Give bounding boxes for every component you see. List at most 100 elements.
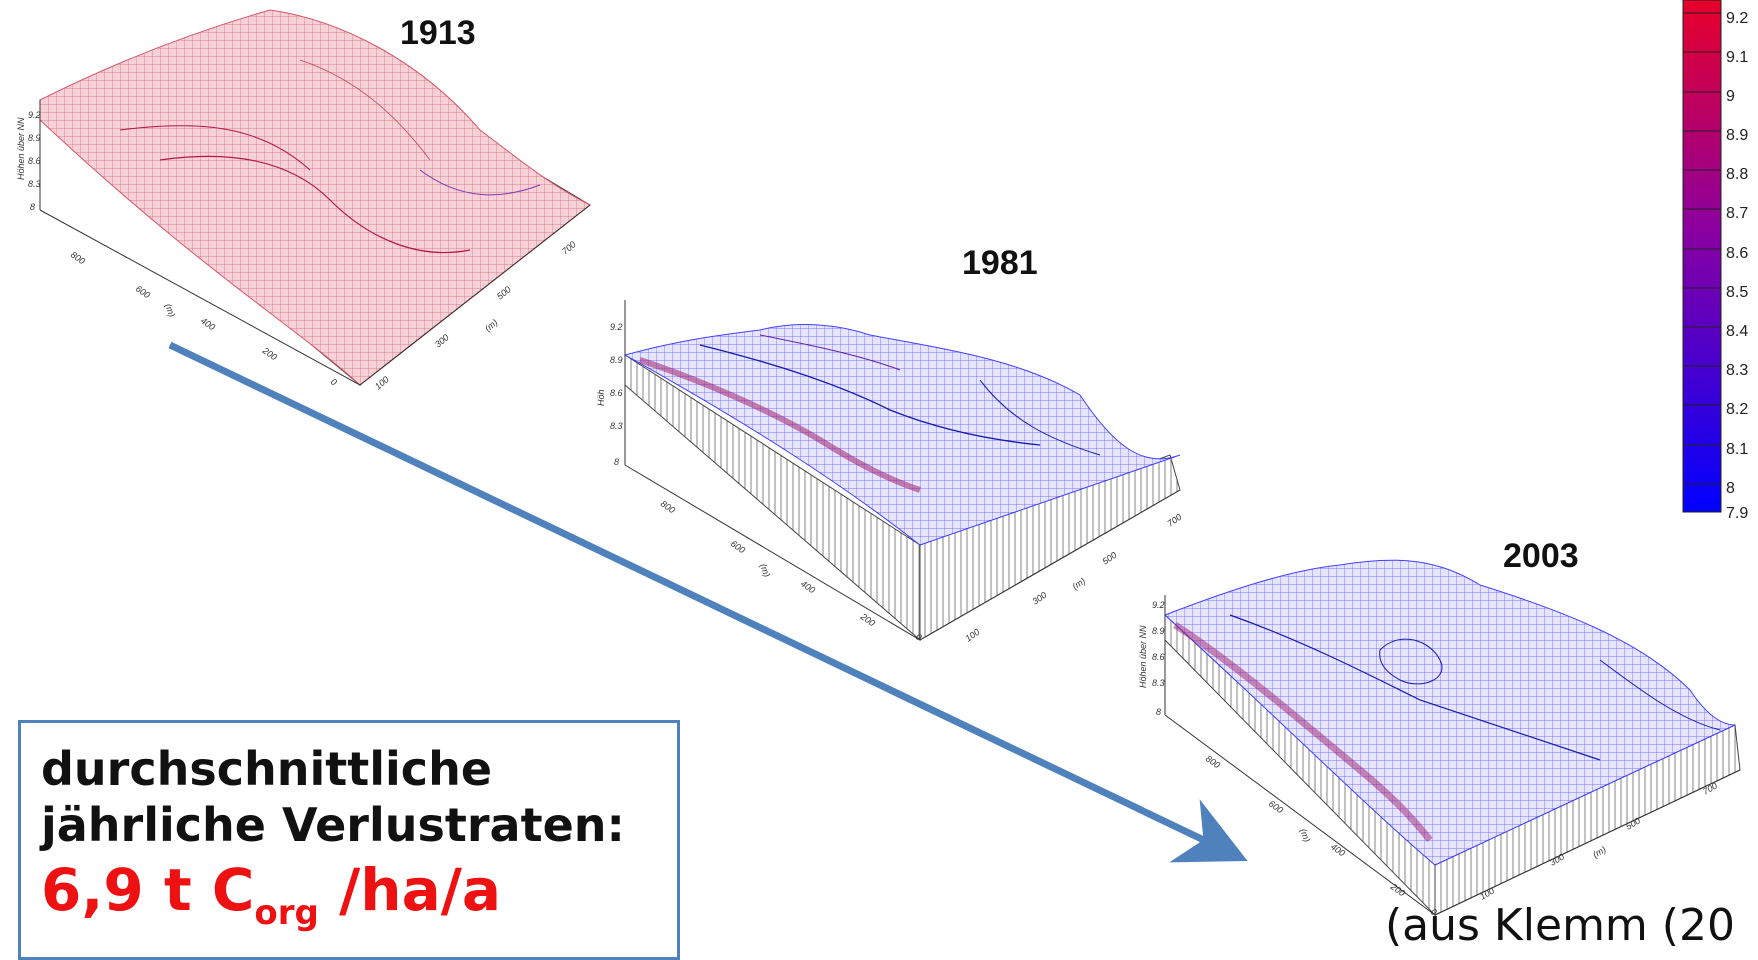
- year-label-2003: 2003: [1503, 537, 1579, 575]
- z-tick: 8.6: [28, 156, 41, 166]
- legend-value: 8.7: [1726, 205, 1749, 222]
- terrain-contour: [419, 169, 541, 196]
- x-tick: 200: [858, 611, 877, 628]
- terrain-map-1913: Höhen über NN 9.2 8.9 8.6 8.3 8 800 600 …: [16, 9, 591, 392]
- x-tick: 600: [729, 538, 747, 555]
- color-legend: [1682, 0, 1722, 513]
- x-tick: 800: [659, 498, 677, 515]
- year-label-1913: 1913: [400, 14, 476, 52]
- legend-value: 8.3: [1726, 362, 1749, 379]
- z-tick: 8.3: [1152, 678, 1165, 688]
- z-tick: 8: [1156, 707, 1161, 717]
- axis-y: [1434, 769, 1741, 916]
- z-tick: 9.2: [1152, 600, 1165, 610]
- y-tick: 300: [433, 332, 451, 349]
- y-tick: 300: [1030, 590, 1048, 607]
- x-tick: 600: [1267, 798, 1285, 815]
- y-tick: 700: [560, 239, 578, 256]
- x-tick: 0: [1429, 906, 1439, 917]
- axis-z-label: Höhen über NN: [1138, 625, 1148, 688]
- z-tick: 9.2: [610, 322, 623, 332]
- terrain-ridge: [639, 357, 921, 493]
- legend-value: 8.8: [1726, 166, 1749, 183]
- year-label-1981: 1981: [962, 244, 1038, 282]
- legend-value: 9.2: [1726, 10, 1749, 27]
- x-tick: 400: [1329, 841, 1347, 858]
- z-ticks: 9.2 8.9 8.6 8.3 8: [610, 322, 623, 467]
- legend-value: 8.4: [1726, 323, 1749, 340]
- terrain-map-1981: Höh 9.2 8.9 8.6 8.3 8 800 600 400 200 0 …: [596, 300, 1183, 644]
- legend-value: 8.5: [1726, 284, 1749, 301]
- callout-line-1: durchschnittliche: [41, 742, 493, 796]
- z-tick: 8.3: [610, 421, 623, 431]
- y-tick: 500: [1100, 550, 1118, 567]
- legend-value: 8.9: [1726, 127, 1749, 144]
- terrain-contour: [979, 379, 1101, 456]
- z-tick: 8.3: [28, 179, 41, 189]
- y-axis-unit: (m): [1070, 576, 1087, 592]
- axis-y: [919, 489, 1181, 641]
- terrain-mesh: [625, 324, 1180, 545]
- trend-arrow: [168, 341, 1248, 863]
- x-tick: 400: [799, 578, 817, 595]
- axis-x: [1164, 714, 1436, 916]
- terrain-contour: [1229, 614, 1601, 761]
- rate-unit: /ha/a: [339, 856, 502, 924]
- rate-subscript: org: [254, 893, 319, 933]
- terrain-contour: [1599, 659, 1721, 731]
- x-tick: 0: [329, 376, 339, 387]
- x-tick: 800: [1204, 753, 1222, 770]
- y-axis-unit: (m): [1591, 844, 1608, 859]
- legend-value: 8.6: [1726, 245, 1749, 262]
- z-tick: 8: [30, 202, 35, 212]
- legend-value: 7.9: [1726, 505, 1749, 522]
- z-tick: 9.2: [28, 110, 41, 120]
- terrain-contour: [159, 155, 471, 254]
- source-citation: (aus Klemm (20: [1385, 900, 1735, 951]
- z-ticks: 9.2 8.9 8.6 8.3 8: [28, 110, 41, 212]
- y-tick: 100: [373, 374, 391, 391]
- y-tick: 100: [963, 627, 981, 644]
- x-tick: 200: [260, 345, 279, 362]
- z-tick: 8: [614, 457, 619, 467]
- y-axis-unit: (m): [483, 317, 500, 333]
- x-tick: 0: [914, 631, 924, 642]
- legend-value: 9.1: [1726, 49, 1749, 66]
- terrain-mesh: [1165, 560, 1735, 865]
- z-tick: 8.6: [610, 388, 623, 398]
- terrain-ridge: [1173, 622, 1433, 843]
- terrain-contour: [699, 344, 1041, 446]
- x-tick: 800: [69, 249, 87, 266]
- legend-value: 8.1: [1726, 441, 1749, 458]
- terrain-scene: Höhen über NN 9.2 8.9 8.6 8.3 8 800 600 …: [16, 0, 1741, 918]
- axis-z-label: Höh: [596, 389, 606, 406]
- terrain-contour: [119, 125, 311, 171]
- terrain-contour: [1379, 638, 1443, 685]
- legend-value: 8: [1726, 480, 1735, 497]
- y-tick: 500: [495, 284, 513, 301]
- terrain-contour: [299, 59, 431, 161]
- z-tick: 8.6: [1152, 652, 1165, 662]
- legend-value: 8.2: [1726, 401, 1749, 418]
- axis-y: [359, 204, 591, 386]
- x-axis-unit: (m): [758, 562, 772, 578]
- legend-colorbar: [1682, 0, 1722, 513]
- rate-value: 6,9 t C: [41, 856, 255, 924]
- x-axis-unit: (m): [1298, 827, 1312, 843]
- z-tick: 8.9: [1152, 626, 1165, 636]
- loss-rate-value: 6,9 t Corg /ha/a: [41, 855, 677, 948]
- callout-line-2: jährliche Verlustraten:: [41, 798, 625, 852]
- axis-x: [624, 464, 921, 641]
- x-tick: 400: [199, 315, 217, 332]
- terrain-contour: [759, 334, 901, 371]
- z-ticks: 9.2 8.9 8.6 8.3 8: [1152, 600, 1165, 717]
- terrain-mesh: [40, 10, 590, 385]
- x-tick: 600: [134, 283, 152, 300]
- axis-z-label: Höhen über NN: [16, 117, 26, 180]
- terrain-map-2003: Höhen über NN 9.2 8.9 8.6 8.3 8 800 600 …: [1138, 559, 1741, 918]
- z-tick: 8.9: [610, 355, 623, 365]
- axis-x: [39, 209, 361, 386]
- legend-ticks: [1683, 12, 1721, 485]
- loss-rate-callout: durchschnittliche jährliche Verlustraten…: [18, 720, 680, 960]
- z-tick: 8.9: [28, 133, 41, 143]
